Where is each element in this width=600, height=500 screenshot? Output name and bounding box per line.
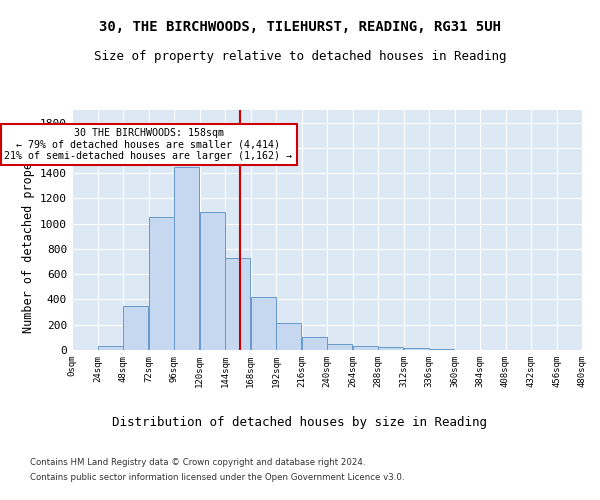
Text: Contains public sector information licensed under the Open Government Licence v3: Contains public sector information licen… [30,473,404,482]
Bar [226,258,250,350]
Text: Distribution of detached houses by size in Reading: Distribution of detached houses by size … [113,416,487,429]
Bar [124,306,148,350]
Bar [328,344,352,350]
Y-axis label: Number of detached properties: Number of detached properties [22,126,35,334]
Bar [302,336,326,350]
Bar [430,348,454,350]
Bar [277,324,301,350]
Bar [200,212,224,350]
Bar [149,218,173,350]
Text: 30 THE BIRCHWOODS: 158sqm
← 79% of detached houses are smaller (4,414)
21% of se: 30 THE BIRCHWOODS: 158sqm ← 79% of detac… [5,128,293,161]
Text: Contains HM Land Registry data © Crown copyright and database right 2024.: Contains HM Land Registry data © Crown c… [30,458,365,467]
Text: Size of property relative to detached houses in Reading: Size of property relative to detached ho… [94,50,506,63]
Bar [98,346,122,350]
Bar [379,347,403,350]
Bar [251,297,275,350]
Bar [404,348,428,350]
Text: 30, THE BIRCHWOODS, TILEHURST, READING, RG31 5UH: 30, THE BIRCHWOODS, TILEHURST, READING, … [99,20,501,34]
Bar [353,346,377,350]
Bar [175,167,199,350]
